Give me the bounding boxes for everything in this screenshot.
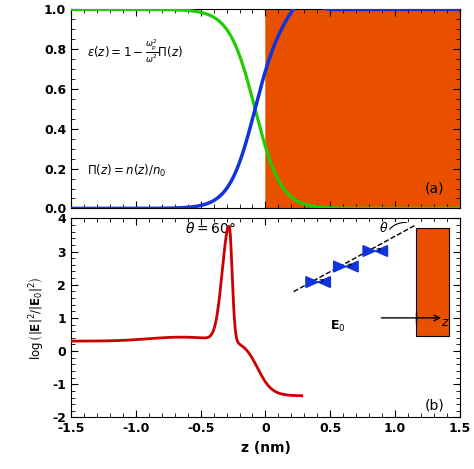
Text: $\Pi(z) = n(z)/n_0$: $\Pi(z) = n(z)/n_0$: [87, 163, 166, 179]
Y-axis label: $\log\left(|\mathbf{E}|^2/|\mathbf{E}_0|^2\right)$: $\log\left(|\mathbf{E}|^2/|\mathbf{E}_0|…: [27, 276, 47, 360]
X-axis label: z (nm): z (nm): [240, 441, 291, 455]
Text: $\epsilon(z) = 1 - \frac{\omega_p^2}{\omega^2}\Pi(z)$: $\epsilon(z) = 1 - \frac{\omega_p^2}{\om…: [87, 38, 182, 65]
Text: (a): (a): [425, 182, 444, 196]
Text: $\theta = 60°$: $\theta = 60°$: [185, 221, 236, 236]
Text: (b): (b): [425, 398, 444, 412]
